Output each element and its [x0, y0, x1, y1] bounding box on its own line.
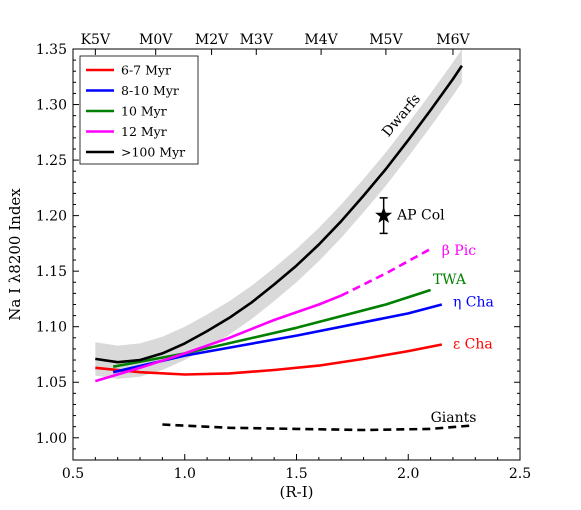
ap-col-star-marker: [375, 206, 393, 223]
series-line-0: [95, 343, 443, 376]
point-layer: [375, 197, 393, 235]
top-tick-label: M4V: [304, 32, 338, 48]
legend-label: 6-7 Myr: [121, 63, 171, 78]
legend-label: 12 Myr: [121, 124, 167, 139]
y-tick-label: 1.10: [36, 320, 67, 336]
x-tick-label: 1.0: [174, 466, 196, 482]
top-tick-label: M2V: [195, 32, 229, 48]
legend: 6-7 Myr 8-10 Myr 10 Myr 12 Myr >100 Myr: [79, 55, 199, 165]
x-tick-label: 2.0: [397, 466, 419, 482]
series-line-6: [162, 423, 471, 432]
dwarf-band-layer: [95, 49, 462, 379]
y-tick-label: 1.20: [36, 209, 67, 225]
series-line-3: [94, 294, 342, 383]
y-axis-title: Na I λ8200 Index: [6, 188, 24, 321]
x-tick-label: 0.5: [62, 466, 84, 482]
annotation-4: η Cha: [453, 294, 494, 310]
top-tick-label: M0V: [139, 32, 173, 48]
annotation-6: Giants: [431, 410, 477, 426]
series-layer: [94, 64, 471, 432]
y-tick-label: 1.00: [36, 431, 67, 447]
top-tick-label: M3V: [240, 32, 274, 48]
y-tick-label: 1.15: [36, 264, 67, 280]
y-tick-label: 1.35: [36, 42, 67, 58]
legend-label: 10 Myr: [121, 104, 167, 119]
annotation-5: ε Cha: [453, 336, 493, 352]
y-tick-label: 1.05: [36, 375, 67, 391]
series-line-2: [112, 288, 432, 368]
x-tick-label: 2.5: [509, 466, 531, 482]
annotation-1: AP Col: [396, 208, 445, 224]
tick-layer: 0.5 1.0 1.5 2.0 2.5 1.00 1.05 1.10 1.15 1.20 1.25 1…: [36, 32, 531, 482]
top-tick-label: M5V: [369, 32, 403, 48]
legend-label: >100 Myr: [121, 145, 185, 160]
series-line-5: [95, 64, 463, 364]
y-tick-label: 1.30: [36, 98, 67, 114]
top-tick-label: K5V: [81, 32, 111, 48]
annotation-3: TWA: [433, 272, 467, 288]
annotation-2: β Pic: [442, 243, 476, 259]
x-axis-title: (R-I): [280, 483, 314, 501]
dwarf-band: [95, 49, 462, 379]
y-tick-label: 1.25: [36, 153, 67, 169]
top-tick-label: M6V: [436, 32, 470, 48]
x-tick-label: 1.5: [285, 466, 307, 482]
series-line-4: [340, 247, 432, 297]
legend-label: 8-10 Myr: [121, 83, 179, 98]
